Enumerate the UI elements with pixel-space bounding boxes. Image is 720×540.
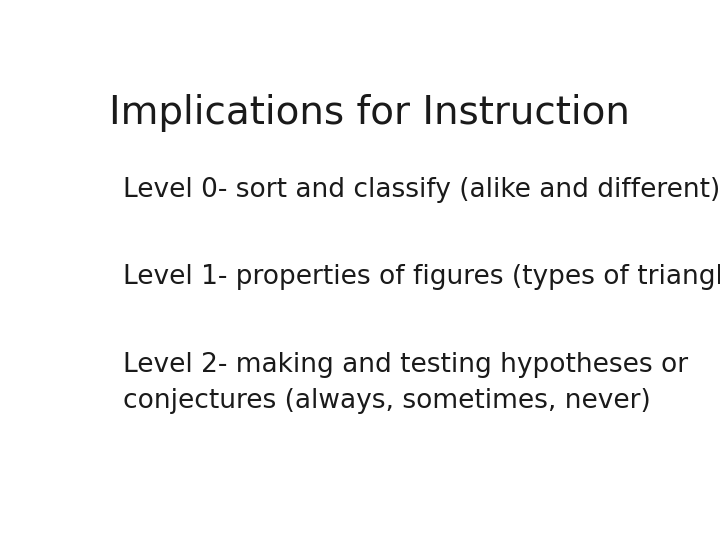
Text: Level 0- sort and classify (alike and different): Level 0- sort and classify (alike and di… <box>124 177 720 203</box>
Text: Implications for Instruction: Implications for Instruction <box>109 94 629 132</box>
Text: Level 2- making and testing hypotheses or
conjectures (always, sometimes, never): Level 2- making and testing hypotheses o… <box>124 352 688 414</box>
Text: Level 1- properties of figures (types of triangles): Level 1- properties of figures (types of… <box>124 265 720 291</box>
